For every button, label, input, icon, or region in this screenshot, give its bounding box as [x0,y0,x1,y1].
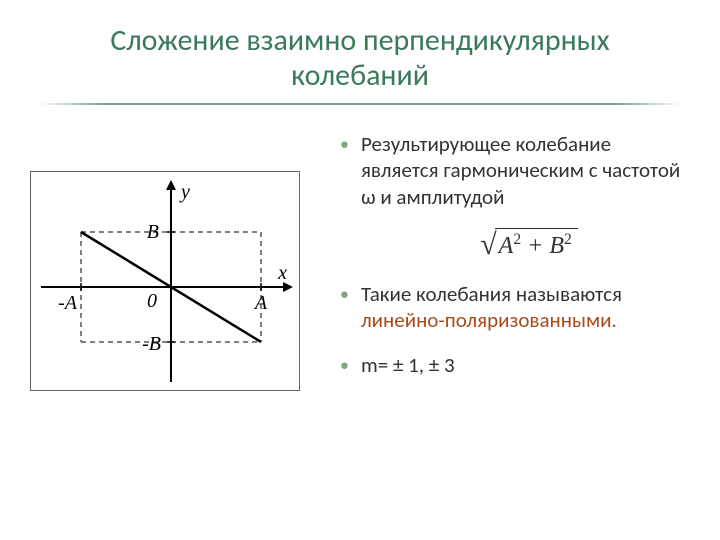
radicand: A2 + B2 [495,228,578,259]
text-column: • Результирующее колебание является гарм… [330,131,690,396]
bullet-1-text: Результирующее колебание является гармон… [361,131,690,210]
svg-text:0: 0 [147,290,157,312]
sqrt-symbol: √ [480,230,496,260]
bullet-2-pre: Такие колебания называются [361,281,622,307]
bullet-2: • Такие колебания называются линейно-пол… [340,281,690,334]
formula-exp1: 2 [513,231,521,248]
svg-text:x: x [277,262,287,284]
diagram-column: y x 0 A -A B -B [30,131,330,396]
formula-exp2: 2 [564,231,572,248]
bullet-1: • Результирующее колебание является гарм… [340,131,690,210]
bullet-dot-icon: • [340,283,349,334]
content-area: y x 0 A -A B -B • Результирующее колебание явл… [0,113,720,396]
formula-plus: + [521,233,549,259]
bullet-dot-icon: • [340,354,349,378]
svg-text:B: B [147,221,159,243]
bullet-2-text: Такие колебания называются линейно-поляр… [361,281,690,334]
title-underline [40,103,680,105]
svg-text:A: A [253,292,268,314]
xy-diagram: y x 0 A -A B -B [30,171,300,391]
svg-text:-B: -B [142,333,161,355]
svg-text:y: y [179,181,190,203]
bullet-3: • m= ± 1, ± 3 [340,352,690,378]
formula-a: A [499,233,514,259]
bullet-dot-icon: • [340,133,349,210]
svg-text:-A: -A [58,292,78,314]
amplitude-formula: √ A2 + B2 [368,228,690,259]
formula-b: B [549,233,564,259]
bullet-2-emph: линейно-поляризованными. [361,307,617,333]
bullet-3-text: m= ± 1, ± 3 [361,352,455,378]
diagram-svg: y x 0 A -A B -B [31,172,301,392]
page-title: Сложение взаимно перпендикулярных колеба… [40,24,680,93]
